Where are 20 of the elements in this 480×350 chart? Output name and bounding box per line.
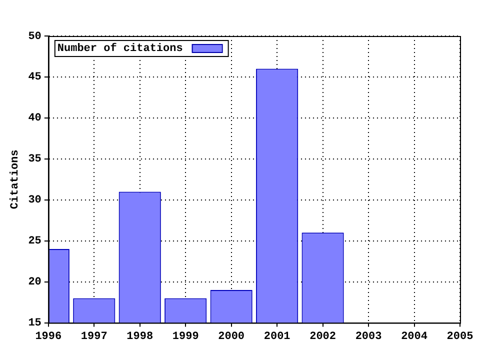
x-tick-label: 1997 <box>80 331 108 344</box>
y-tick-label: 45 <box>28 72 42 84</box>
legend-label: Number of citations <box>57 42 183 55</box>
x-tick-label: 2005 <box>446 331 474 344</box>
y-axis-title: Citations <box>9 150 22 210</box>
y-tick-label: 30 <box>28 194 42 207</box>
x-tick-label: 1999 <box>172 331 199 344</box>
x-tick-label: 1998 <box>126 331 154 344</box>
y-tick-label: 50 <box>28 30 42 43</box>
y-tick-label: 25 <box>28 236 42 248</box>
x-tick-label: 2002 <box>310 331 336 344</box>
x-tick-label: 2003 <box>355 331 382 344</box>
x-tick-label: 2004 <box>401 331 428 344</box>
x-tick-label: 2001 <box>264 331 291 344</box>
x-tick-label: 1996 <box>35 331 62 344</box>
x-tick-label: 2000 <box>218 331 245 344</box>
y-tick-label: 40 <box>28 112 42 125</box>
y-tick-label: 15 <box>28 318 42 330</box>
y-tick-label: 20 <box>28 276 42 289</box>
y-tick-label: 35 <box>28 154 42 166</box>
